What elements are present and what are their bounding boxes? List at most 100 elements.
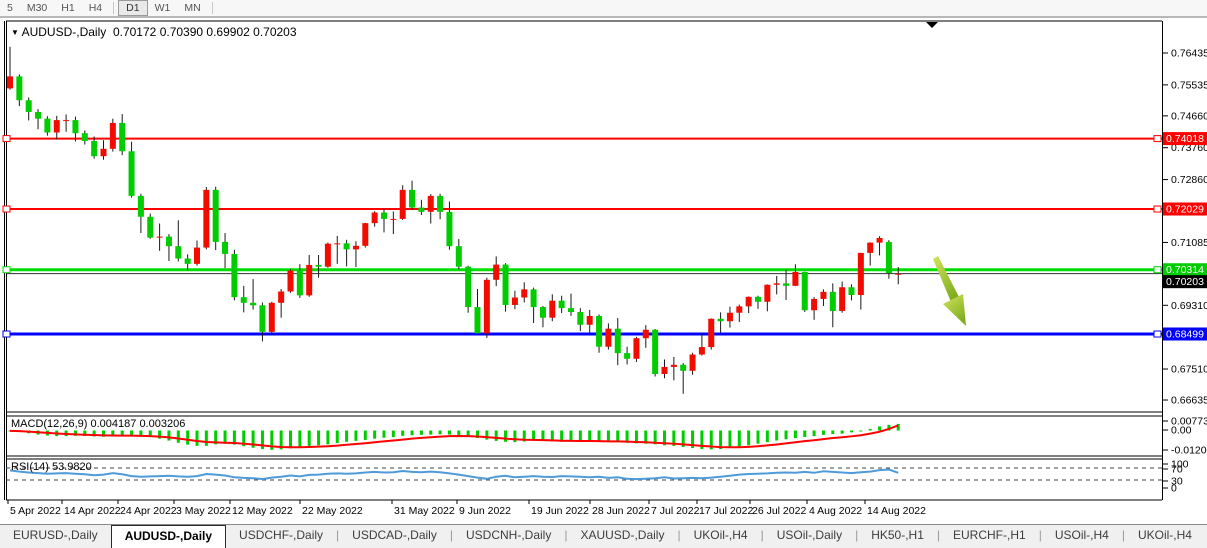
tab-hk50-h1[interactable]: HK50-,H1 <box>871 528 924 542</box>
rsi-indicator-label: RSI(14) 53.9820 <box>11 461 92 473</box>
tab-ukoil-h4[interactable]: UKOil-,H4 <box>1137 528 1192 542</box>
price-badge-0.70203: 0.70203 <box>1163 275 1207 289</box>
ohlc-close: 0.70203 <box>253 25 297 39</box>
chart-dropdown-icon[interactable]: ▼ <box>11 28 19 37</box>
tab-separator: | <box>936 528 941 542</box>
timeframe-mn[interactable]: MN <box>184 2 201 14</box>
macd-signal-value: 0.003206 <box>139 418 186 430</box>
hline-handle[interactable] <box>2 205 11 213</box>
price-badge-0.70314: 0.70314 <box>1153 263 1207 277</box>
tab-usdcnh-daily[interactable]: USDCNH-,Daily <box>465 528 552 542</box>
timeframe-toolbar: 5 M30 H1 H4 D1 W1 MN <box>0 0 1207 18</box>
tab-separator: | <box>564 528 568 542</box>
svg-text:0.76435: 0.76435 <box>1171 48 1207 60</box>
timeframe-h4[interactable]: H4 <box>88 2 103 14</box>
tab-eurusd-daily[interactable]: EURUSD-,Daily <box>13 528 98 542</box>
tab-usoil-daily[interactable]: USOil-,Daily <box>776 528 843 542</box>
svg-text:0.70314: 0.70314 <box>1166 264 1204 276</box>
svg-text:0: 0 <box>1171 483 1177 495</box>
svg-text:0.007736: 0.007736 <box>1171 416 1207 428</box>
svg-text:26 Jul 2022: 26 Jul 2022 <box>752 505 806 517</box>
macd-histogram <box>8 423 900 450</box>
price-badge-0.68499: 0.68499 <box>1153 327 1207 341</box>
timeframe-h1[interactable]: H1 <box>61 2 75 14</box>
panel-borders <box>4 20 1163 501</box>
timeframe-m30[interactable]: M30 <box>26 2 48 14</box>
tab-separator: | <box>1038 528 1042 542</box>
tab-xauusd-daily[interactable]: XAUUSD-,Daily <box>580 528 665 542</box>
svg-text:0.71085: 0.71085 <box>1171 237 1207 249</box>
chart-area[interactable] <box>6 21 1162 412</box>
svg-text:28 Jun 2022: 28 Jun 2022 <box>592 505 650 517</box>
svg-text:0.74660: 0.74660 <box>1171 110 1207 122</box>
tab-separator: | <box>855 528 859 542</box>
toolbar-separator <box>113 2 115 14</box>
tab-ukoil-h4[interactable]: UKOil-,H4 <box>693 528 748 542</box>
tab-usdchf-daily[interactable]: USDCHF-,Daily <box>239 528 324 542</box>
svg-text:0.68499: 0.68499 <box>1166 329 1204 341</box>
ohlc-low: 0.69902 <box>206 25 250 39</box>
tab-usdcad-daily[interactable]: USDCAD-,Daily <box>352 528 437 542</box>
hline-handle[interactable] <box>2 135 11 143</box>
svg-text:22 May 2022: 22 May 2022 <box>302 505 363 517</box>
svg-text:0.72860: 0.72860 <box>1171 174 1207 186</box>
rsi-name: RSI(14) <box>11 461 49 473</box>
svg-text:17 Jul 2022: 17 Jul 2022 <box>699 505 753 517</box>
chart-tab-bar: EURUSD-,Daily AUDUSD-,Daily USDCHF-,Daily |… <box>0 524 1207 548</box>
chart-title: ▼ AUDUSD-,Daily 0.70172 0.70390 0.69902 … <box>11 25 297 39</box>
svg-text:9 Jun 2022: 9 Jun 2022 <box>459 505 511 517</box>
timeframe-5[interactable]: 5 <box>7 2 13 14</box>
macd-main-value: 0.004187 <box>90 418 137 430</box>
price-badge-0.74018: 0.74018 <box>1153 132 1207 146</box>
svg-text:0.73760: 0.73760 <box>1171 142 1207 154</box>
tab-separator: | <box>336 528 340 542</box>
svg-text:0.00: 0.00 <box>1171 425 1192 437</box>
time-axis[interactable]: 5 Apr 2022 14 Apr 2022 24 Apr 2022 3 May 20… <box>7 500 926 517</box>
svg-text:-0.01209: -0.01209 <box>1171 445 1207 457</box>
svg-text:31 May 2022: 31 May 2022 <box>394 505 455 517</box>
chart-symbol: AUDUSD-,Daily <box>21 25 107 39</box>
svg-text:19 Jun 2022: 19 Jun 2022 <box>531 505 589 517</box>
svg-text:5 Apr 2022: 5 Apr 2022 <box>10 505 61 517</box>
toolbar-separator <box>211 2 213 14</box>
macd-signal-line <box>9 424 899 449</box>
hline-handle[interactable] <box>2 266 11 274</box>
hline-handle[interactable] <box>2 330 11 338</box>
tab-separator: | <box>677 528 681 542</box>
svg-text:24 Apr 2022: 24 Apr 2022 <box>120 505 177 517</box>
svg-text:30: 30 <box>1171 476 1183 488</box>
tab-separator: | <box>760 528 764 542</box>
svg-text:0.66635: 0.66635 <box>1171 395 1207 407</box>
tab-eurchf-h1[interactable]: EURCHF-,H1 <box>953 528 1026 542</box>
ohlc-open: 0.70172 <box>112 25 157 39</box>
svg-text:12 May 2022: 12 May 2022 <box>232 505 293 517</box>
svg-text:3 May 2022: 3 May 2022 <box>176 505 231 517</box>
tab-usoil-h4[interactable]: USOil-,H4 <box>1054 528 1109 542</box>
timeframe-w1[interactable]: W1 <box>154 2 171 14</box>
rsi-value: 53.9820 <box>51 461 92 473</box>
chart-canvas[interactable]: 0.764350.755350.746600.737600.728600.719… <box>0 0 1207 524</box>
svg-text:7 Jul 2022: 7 Jul 2022 <box>651 505 700 517</box>
price-badge-0.72029: 0.72029 <box>1153 202 1207 216</box>
timeframe-d1[interactable]: D1 <box>118 0 148 16</box>
svg-text:70: 70 <box>1171 464 1183 476</box>
svg-text:0.67510: 0.67510 <box>1171 364 1207 376</box>
svg-text:4 Aug 2022: 4 Aug 2022 <box>809 505 862 517</box>
svg-text:14 Aug 2022: 14 Aug 2022 <box>867 505 926 517</box>
candlesticks <box>7 46 902 394</box>
macd-name: MACD(12,26,9) <box>11 418 88 430</box>
sell-arrow-annotation[interactable] <box>933 256 966 326</box>
ohlc-high: 0.70390 <box>159 25 204 39</box>
macd-indicator-label: MACD(12,26,9) 0.004187 0.003206 <box>11 418 185 430</box>
rsi-line <box>9 468 899 481</box>
svg-text:100: 100 <box>1171 459 1189 471</box>
svg-text:0.75535: 0.75535 <box>1171 79 1207 91</box>
tab-audusd-daily[interactable]: AUDUSD-,Daily <box>110 525 227 548</box>
svg-text:0.70203: 0.70203 <box>1166 276 1204 288</box>
svg-text:14 Apr 2022: 14 Apr 2022 <box>64 505 121 517</box>
chart-shift-marker-icon[interactable] <box>926 22 938 28</box>
tab-separator: | <box>449 528 453 542</box>
svg-text:0.72029: 0.72029 <box>1166 204 1204 216</box>
tab-separator: | <box>1121 528 1125 542</box>
svg-text:0.69310: 0.69310 <box>1171 300 1207 312</box>
